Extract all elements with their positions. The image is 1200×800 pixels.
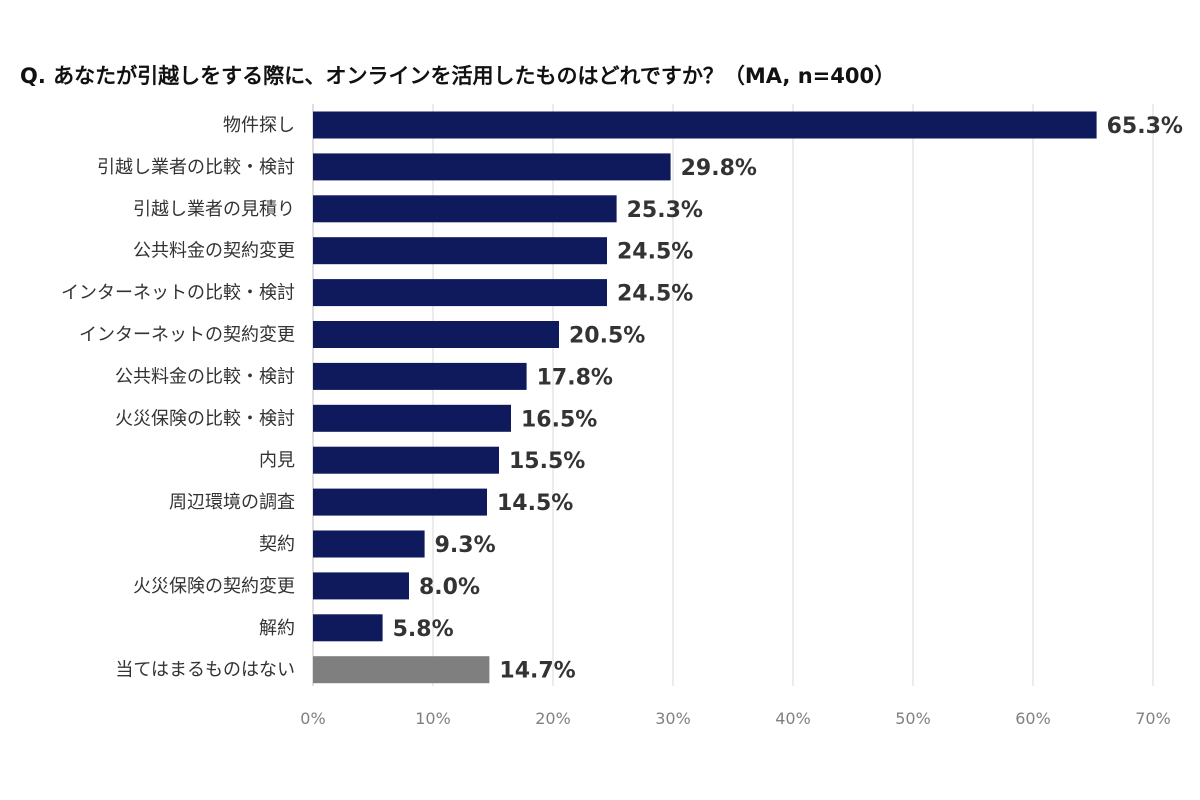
category-label: 解約 [259, 618, 295, 639]
category-label: インターネットの契約変更 [79, 325, 295, 346]
x-tick-label: 70% [1135, 709, 1171, 728]
category-label: 契約 [259, 534, 295, 555]
x-tick-label: 20% [535, 709, 571, 728]
value-label: 14.5% [497, 491, 573, 516]
bar [313, 111, 1097, 139]
category-label: 物件探し [223, 115, 295, 136]
value-label: 9.3% [435, 533, 496, 558]
x-tick-label: 10% [415, 709, 451, 728]
x-tick-label: 50% [895, 709, 931, 728]
label-layer: 物件探し 65.3% 引越し業者の比較・検討 29.8% 引越し業者の見積り 25.3% 公… [61, 114, 1183, 684]
bar [313, 656, 490, 684]
bar-layer [313, 111, 1097, 684]
bar [313, 237, 607, 265]
category-label: 公共料金の契約変更 [133, 241, 295, 262]
value-label: 14.7% [499, 659, 575, 684]
tick-layer: 0% 10% 20% 30% 40% 50% 60% 70% [300, 709, 1170, 728]
category-label: 内見 [259, 450, 295, 471]
bar [313, 195, 617, 223]
value-label: 24.5% [617, 240, 693, 265]
bar [313, 614, 383, 642]
category-label: 周辺環境の調査 [169, 492, 295, 513]
bar [313, 530, 425, 558]
category-label: 火災保険の契約変更 [133, 576, 295, 597]
value-label: 29.8% [681, 156, 757, 181]
category-label: 公共料金の比較・検討 [115, 366, 295, 387]
bar [313, 362, 527, 390]
bar [313, 446, 499, 474]
value-label: 65.3% [1107, 114, 1183, 139]
value-label: 5.8% [393, 617, 454, 642]
x-tick-label: 40% [775, 709, 811, 728]
value-label: 25.3% [627, 198, 703, 223]
value-label: 16.5% [521, 407, 597, 432]
x-tick-label: 0% [300, 709, 325, 728]
category-label: インターネットの比較・検討 [61, 283, 295, 304]
value-label: 17.8% [537, 365, 613, 390]
value-label: 8.0% [419, 575, 480, 600]
bar [313, 153, 671, 181]
category-label: 当てはまるものはない [115, 660, 295, 681]
bar [313, 404, 511, 432]
category-label: 引越し業者の比較・検討 [97, 157, 295, 178]
x-tick-label: 30% [655, 709, 691, 728]
bar [313, 321, 559, 348]
bar [313, 279, 607, 307]
bar [313, 572, 409, 600]
category-label: 火災保険の比較・検討 [115, 408, 295, 429]
value-label: 24.5% [617, 282, 693, 307]
category-label: 引越し業者の見積り [133, 199, 295, 220]
chart-title: Q. あなたが引越しをする際に、オンラインを活用したものはどれですか？（MA, … [20, 64, 896, 88]
x-tick-label: 60% [1015, 709, 1051, 728]
value-label: 15.5% [509, 449, 585, 474]
value-label: 20.5% [569, 324, 645, 349]
bar [313, 488, 487, 516]
